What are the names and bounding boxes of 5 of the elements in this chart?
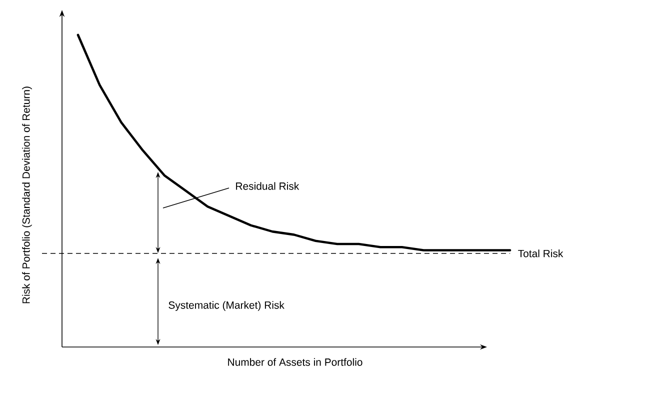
- annotation: Residual Risk: [236, 182, 300, 190]
- y-axis-title: Risk of Portfolio (Standard Deviation of Return): [22, 86, 32, 304]
- annotation: Systematic (Market) Risk: [168, 301, 284, 311]
- ref-line-label: Total Risk: [518, 250, 564, 258]
- x-axis-title: Number of Assets in Portfolio: [228, 358, 362, 366]
